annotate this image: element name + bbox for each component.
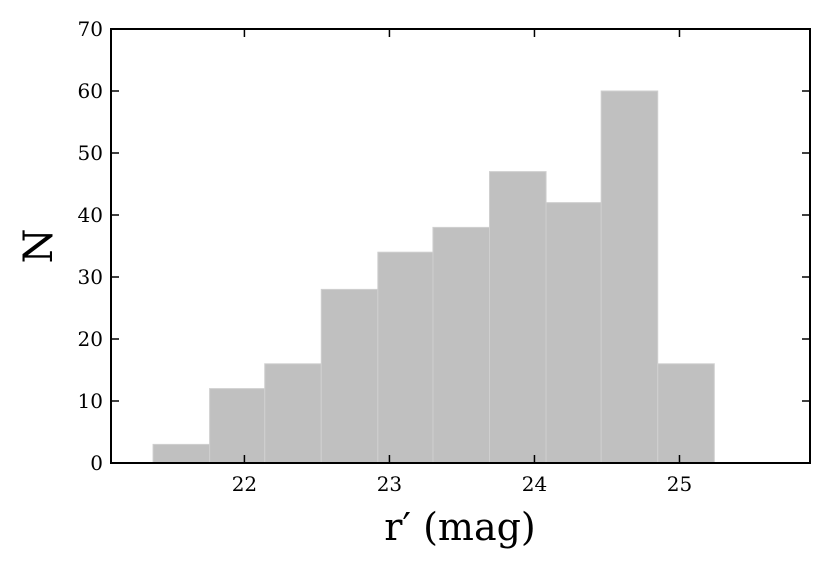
y-tick-label: 10: [78, 389, 103, 413]
bar: [377, 251, 434, 464]
y-tick-label: 50: [78, 141, 103, 165]
bar: [152, 443, 211, 464]
x-tick-label: 22: [232, 472, 257, 496]
y-tick-label: 70: [78, 17, 103, 41]
x-tick-label: 24: [522, 472, 547, 496]
bar: [209, 388, 266, 464]
y-tick-label: 60: [78, 79, 103, 103]
plot-frame: [110, 28, 811, 464]
y-tick-label: 40: [78, 203, 103, 227]
bar: [600, 90, 659, 464]
bar: [264, 363, 322, 464]
bar: [545, 202, 602, 464]
bar: [320, 288, 379, 464]
y-axis-label: N: [16, 229, 62, 264]
x-axis-label: r′ (mag): [384, 505, 536, 549]
y-tick-label: 0: [90, 451, 103, 475]
y-tick-label: 30: [78, 265, 103, 289]
bar: [657, 363, 715, 464]
y-tick-label: 20: [78, 327, 103, 351]
x-tick-label: 23: [377, 472, 402, 496]
bar: [432, 226, 491, 464]
bar: [489, 171, 547, 464]
x-tick-label: 25: [667, 472, 692, 496]
